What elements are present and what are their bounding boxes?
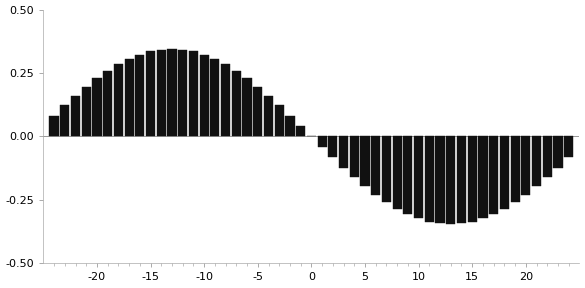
Bar xyxy=(135,55,144,137)
Bar xyxy=(425,137,434,221)
Bar xyxy=(564,137,573,158)
Bar xyxy=(264,96,273,137)
Bar xyxy=(403,137,412,214)
Bar xyxy=(82,87,91,137)
Bar xyxy=(543,137,552,177)
Bar xyxy=(414,137,423,218)
Bar xyxy=(60,105,70,137)
Bar xyxy=(467,137,477,221)
Bar xyxy=(125,59,133,137)
Bar xyxy=(318,137,326,147)
Bar xyxy=(92,78,102,137)
Bar xyxy=(114,65,123,137)
Bar xyxy=(50,115,58,137)
Bar xyxy=(553,137,563,168)
Bar xyxy=(371,137,380,195)
Bar xyxy=(489,137,498,214)
Bar xyxy=(500,137,509,209)
Bar xyxy=(532,137,541,186)
Bar xyxy=(285,115,294,137)
Bar xyxy=(221,65,230,137)
Bar xyxy=(446,137,455,224)
Bar xyxy=(146,52,155,137)
Bar xyxy=(479,137,487,218)
Bar xyxy=(393,137,402,209)
Bar xyxy=(275,105,284,137)
Bar xyxy=(511,137,519,202)
Bar xyxy=(243,78,252,137)
Bar xyxy=(350,137,359,177)
Bar xyxy=(157,50,166,137)
Bar xyxy=(167,49,177,137)
Bar xyxy=(382,137,391,202)
Bar xyxy=(521,137,531,195)
Bar xyxy=(253,87,262,137)
Bar xyxy=(435,137,445,223)
Bar xyxy=(178,50,187,137)
Bar xyxy=(103,71,112,137)
Bar xyxy=(232,71,241,137)
Bar xyxy=(339,137,348,168)
Bar xyxy=(189,52,198,137)
Bar xyxy=(296,126,305,137)
Bar xyxy=(328,137,338,158)
Bar xyxy=(199,55,209,137)
Bar xyxy=(71,96,80,137)
Bar xyxy=(457,137,466,223)
Bar xyxy=(360,137,370,186)
Bar xyxy=(211,59,219,137)
